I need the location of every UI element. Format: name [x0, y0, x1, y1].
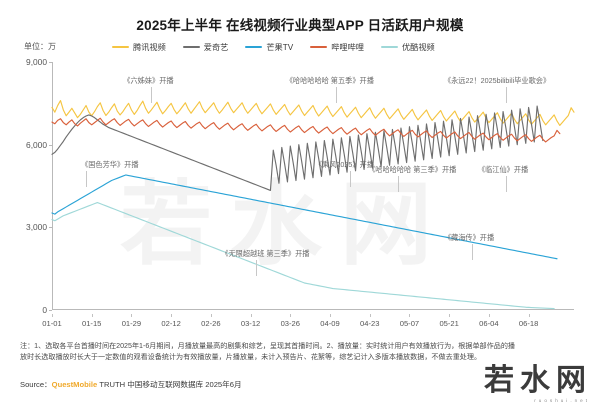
chart-annotation-5: 《哈哈哈哈哈 第三季》开播 — [368, 164, 457, 174]
x-tick-mark — [91, 314, 93, 317]
annotation-leader-line — [256, 259, 258, 276]
x-tick-mark — [528, 314, 530, 317]
x-tick-label: 06-04 — [479, 319, 499, 328]
y-tick-label: 0 — [42, 305, 47, 315]
x-tick-mark — [131, 314, 133, 317]
source-brand: QuestMobile — [51, 380, 98, 389]
y-tick-mark — [49, 62, 52, 63]
chart-annotation-7: 《无限超越班 第三季》开播 — [221, 248, 310, 258]
chart-annotation-6: 《临江仙》开播 — [477, 164, 529, 174]
annotation-leader-line — [86, 171, 88, 188]
watermark-logo: 若水网 — [484, 363, 592, 398]
y-tick-mark — [49, 144, 52, 146]
footnote-text: 注：1、选取各平台首播时间在2025年1-6月期间，月播放量最高的剧集和综艺，呈… — [20, 342, 516, 361]
x-axis — [52, 309, 574, 310]
annotation-leader-line — [471, 244, 473, 261]
legend-label: 爱奇艺 — [203, 43, 229, 52]
legend-item-3[interactable]: 哔哩哔哩 — [310, 41, 364, 53]
series-line-1 — [52, 106, 543, 190]
legend-item-1[interactable]: 爱奇艺 — [182, 41, 229, 53]
y-tick-label: 3,000 — [26, 222, 47, 233]
source-suffix: TRUTH 中国移动互联网数据库 2025年6月 — [99, 380, 242, 389]
annotation-leader-line — [505, 87, 507, 104]
x-tick-label: 01-01 — [42, 319, 62, 328]
legend-item-2[interactable]: 芒果TV — [245, 41, 293, 53]
legend-swatch-icon — [245, 45, 263, 49]
x-tick-group: 01-01 01-15 01-29 02-12 02-26 03-12 03-26 04-09… — [42, 314, 574, 328]
x-tick-label: 03-26 — [280, 319, 301, 328]
x-tick-label: 01-15 — [81, 319, 102, 328]
x-tick-mark — [369, 314, 371, 317]
annotation-leader-line — [505, 175, 507, 192]
x-tick-label: 04-23 — [360, 319, 380, 328]
x-tick-label: 05-21 — [439, 319, 459, 328]
legend-swatch-icon — [380, 45, 398, 49]
annotation-leader-line — [349, 171, 351, 188]
legend-label: 哔哩哔哩 — [331, 43, 364, 52]
legend-item-4[interactable]: 优酷视频 — [380, 41, 435, 53]
legend-swatch-icon — [182, 45, 200, 49]
legend-item-0[interactable]: 腾讯视频 — [112, 41, 166, 53]
annotation-leader-line — [398, 175, 400, 192]
y-tick-label: 9,000 — [26, 57, 47, 67]
y-axis — [52, 62, 53, 310]
x-tick-label: 03-12 — [240, 319, 261, 328]
x-tick-mark — [290, 314, 292, 317]
x-tick-label: 04-09 — [320, 319, 340, 328]
y-axis-unit-label: 单位：万 — [24, 42, 56, 51]
annotation-leader-line — [335, 87, 337, 104]
source-line: Source：QuestMobile TRUTH 中国移动互联网数据库 2025… — [20, 379, 242, 390]
page-title: 2025年上半年 在线视频行业典型APP 日活跃用户规模 — [136, 18, 464, 33]
x-tick-mark — [52, 314, 53, 317]
legend-swatch-icon — [112, 45, 129, 49]
y-tick-label: 6,000 — [26, 139, 47, 150]
x-tick-label: 02-12 — [161, 319, 181, 328]
chart-annotation-0: 《六姊妹》开播 — [123, 76, 174, 86]
y-tick-mark — [49, 310, 52, 311]
source-prefix: Source： — [20, 380, 52, 389]
chart-annotation-8: 《藏海传》开播 — [443, 233, 495, 243]
annotation-leader-line — [151, 87, 153, 104]
x-tick-mark — [210, 314, 212, 317]
x-tick-label: 06-18 — [518, 319, 539, 328]
legend-swatch-icon — [310, 45, 328, 49]
chart-legend: 腾讯视频 爱奇艺 芒果TV 哔哩哔哩 优酷视频 — [112, 41, 582, 53]
x-tick-mark — [330, 314, 332, 317]
legend-label: 腾讯视频 — [133, 43, 166, 52]
x-tick-mark — [409, 314, 411, 317]
chart-annotation-4: 《乘风2025》开播 — [314, 160, 374, 170]
series-line-3 — [52, 118, 560, 142]
chart-annotation-3: 《国色芳华》开播 — [81, 160, 139, 170]
x-tick-mark — [449, 314, 451, 317]
series-lines — [52, 62, 574, 310]
legend-label: 优酷视频 — [401, 43, 435, 52]
plot-area: 0 3,000 6,000 9,000 《六姊妹》开播 《哈哈哈哈哈 第五季》开播 《永远… — [26, 57, 574, 328]
x-tick-label: 02-26 — [201, 319, 221, 328]
x-tick-mark — [171, 314, 173, 317]
chart-annotation-2: 《永远22！2025bilibili毕业歌会》 — [443, 76, 551, 86]
series-line-4 — [52, 203, 554, 309]
x-tick-label: 01-29 — [121, 319, 142, 328]
y-tick-mark — [49, 227, 52, 229]
x-tick-mark — [488, 314, 490, 317]
legend-label: 芒果TV — [266, 43, 294, 52]
chart-annotation-1: 《哈哈哈哈哈 第五季》开播 — [285, 76, 374, 86]
watermark-subtext: ruoshui.net — [534, 398, 590, 403]
x-tick-label: 05-07 — [399, 319, 420, 328]
x-tick-mark — [250, 314, 252, 317]
series-line-2 — [52, 175, 557, 259]
